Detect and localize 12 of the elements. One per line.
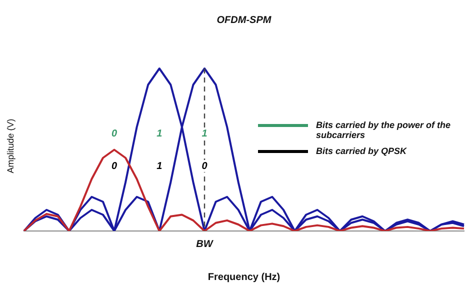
- y-axis-title: Amplitude (V): [5, 118, 15, 173]
- annotation: Bits carried by QPSK: [316, 146, 407, 156]
- annotation: 1: [156, 160, 163, 172]
- annotation: 0: [111, 128, 118, 140]
- text: BW: [196, 238, 214, 250]
- annotation: Bits carried by the power of the subcarriers: [316, 120, 452, 140]
- annotation: 0: [111, 160, 118, 172]
- annotation: 1: [202, 128, 208, 140]
- annotation: 0: [202, 160, 208, 172]
- annotation: 1: [156, 128, 163, 140]
- x-axis-title: Frequency (Hz): [208, 272, 280, 283]
- chart-title: OFDM-SPM: [216, 14, 272, 26]
